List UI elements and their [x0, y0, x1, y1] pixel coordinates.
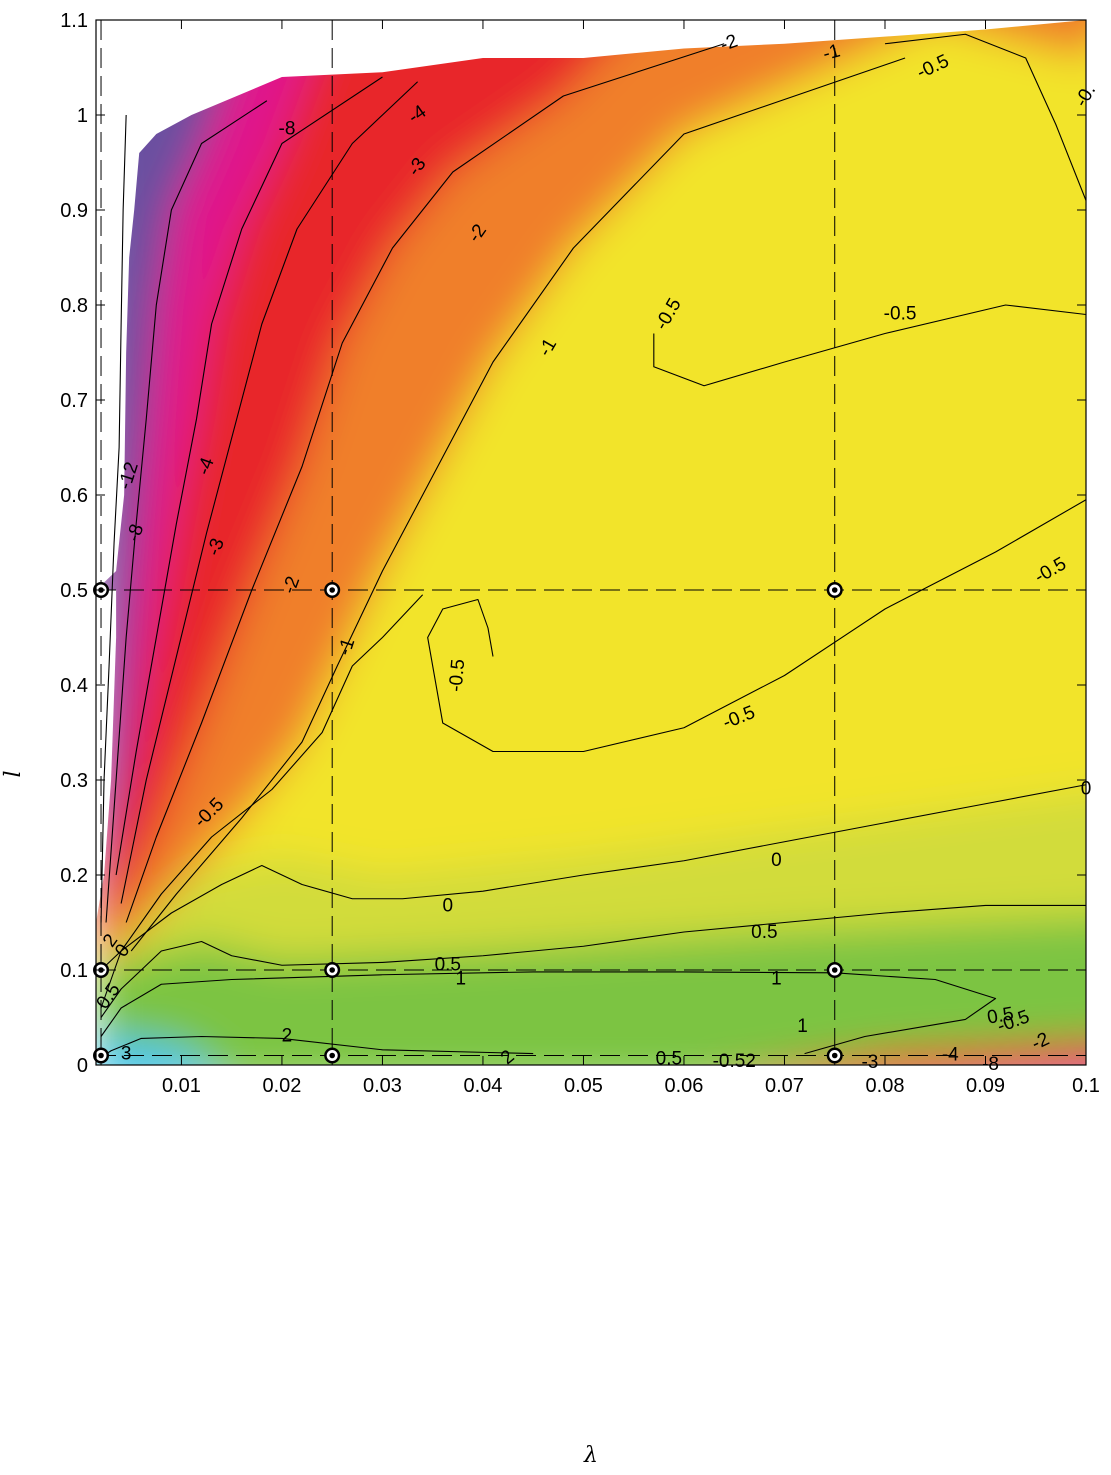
contour-line: [130, 57, 906, 952]
contour-line: [125, 43, 725, 923]
x-tick-label: 0.1: [1072, 1075, 1100, 1097]
region-violet: [96, 20, 247, 923]
contour-line: [105, 100, 268, 923]
contour-label: -0.5: [884, 304, 917, 325]
sample-marker-dot: [98, 1052, 104, 1059]
sample-marker-dot: [329, 967, 335, 973]
contour-line: [653, 304, 1087, 387]
region-red-bottom: [809, 1042, 1086, 1065]
contour-label: 0.5: [986, 1003, 1016, 1028]
x-tick-label: 0.07: [765, 1075, 804, 1097]
x-tick-label: 0.02: [262, 1075, 301, 1097]
y-axis-label: l: [1, 770, 26, 777]
axis-ticks: 0.01 0.02 0.03 0.04 0.05 0.06 0.07 0.08 0.09 0.1 0…: [60, 10, 1100, 1097]
color-gradient: [96, 20, 1086, 1065]
contour-label: -0.5: [445, 658, 469, 692]
y-tick-label: 0.8: [60, 295, 88, 317]
undefined-region-mask: [96, 20, 1086, 590]
contour-label: -2: [717, 31, 740, 57]
sample-marker-dot: [329, 1052, 335, 1059]
contour-line: [427, 499, 1087, 753]
contour-label: 0: [771, 850, 782, 871]
contour-label: 0.5: [435, 954, 461, 975]
region-cyan: [96, 1036, 207, 1065]
y-tick-label: 0.4: [60, 675, 88, 697]
x-tick-label: 0.05: [564, 1075, 603, 1097]
contour-label: 1: [771, 969, 782, 990]
y-tick-label: 0.2: [60, 865, 88, 887]
y-tick-label: 1.1: [60, 10, 88, 32]
y-tick-label: 0.3: [60, 770, 88, 792]
x-tick-label: 0.04: [463, 1075, 502, 1097]
contour-line: [100, 1035, 534, 1058]
contour-line: [884, 33, 1087, 201]
contour-label: -1: [334, 636, 359, 659]
x-tick-label: 0.06: [665, 1075, 704, 1097]
contour-label: -0.52: [713, 1051, 756, 1072]
contour-label: 1: [456, 969, 467, 990]
contour-label: -8: [123, 522, 148, 545]
contour-label: -4: [193, 454, 219, 477]
contour-label: -8: [279, 118, 296, 139]
x-axis-label: λ: [583, 1443, 598, 1468]
contour-label: 0: [442, 895, 453, 916]
x-tick-label: 0.01: [162, 1075, 201, 1097]
sample-marker-dot: [329, 587, 335, 593]
contour-line: [100, 114, 127, 923]
x-tick-label: 0.09: [966, 1075, 1005, 1097]
contour-line: [100, 594, 424, 1009]
y-tick-label: 0.1: [60, 960, 88, 982]
x-tick-label: 0.03: [363, 1075, 402, 1097]
contour-label: 0.5: [751, 922, 777, 943]
contour-line: [100, 784, 1087, 971]
contour-label: 0.5: [656, 1048, 682, 1069]
contour-label: -4: [942, 1045, 959, 1066]
color-field: [96, 20, 1086, 1065]
y-tick-label: 1: [77, 105, 88, 127]
contour-line: [120, 81, 419, 904]
contour-lines: [100, 33, 1087, 1058]
contour-label: 1: [797, 1016, 808, 1037]
y-tick-label: 0.6: [60, 485, 88, 507]
sample-marker-dot: [831, 967, 838, 973]
y-tick-label: 0.5: [60, 580, 88, 602]
region-green: [96, 917, 1086, 1065]
y-tick-label: 0.7: [60, 390, 88, 412]
contour-label: -3: [203, 536, 229, 559]
y-tick-label: 0: [77, 1055, 88, 1077]
contour-line: [100, 904, 1086, 1018]
x-tick-label: 0.08: [866, 1075, 905, 1097]
sample-marker-dot: [831, 1052, 838, 1059]
contour-label: 3: [121, 1044, 132, 1065]
plot-frame: [95, 19, 1087, 1066]
y-tick-label: 0.9: [60, 200, 88, 222]
contour-line: [115, 76, 383, 876]
contour-label: 2: [282, 1026, 293, 1047]
contour-label: -2: [279, 574, 305, 597]
sample-marker-dot: [831, 587, 838, 593]
contour-label: -1: [821, 40, 843, 65]
contour-label: -3: [861, 1052, 878, 1073]
contour-line: [100, 971, 997, 1055]
